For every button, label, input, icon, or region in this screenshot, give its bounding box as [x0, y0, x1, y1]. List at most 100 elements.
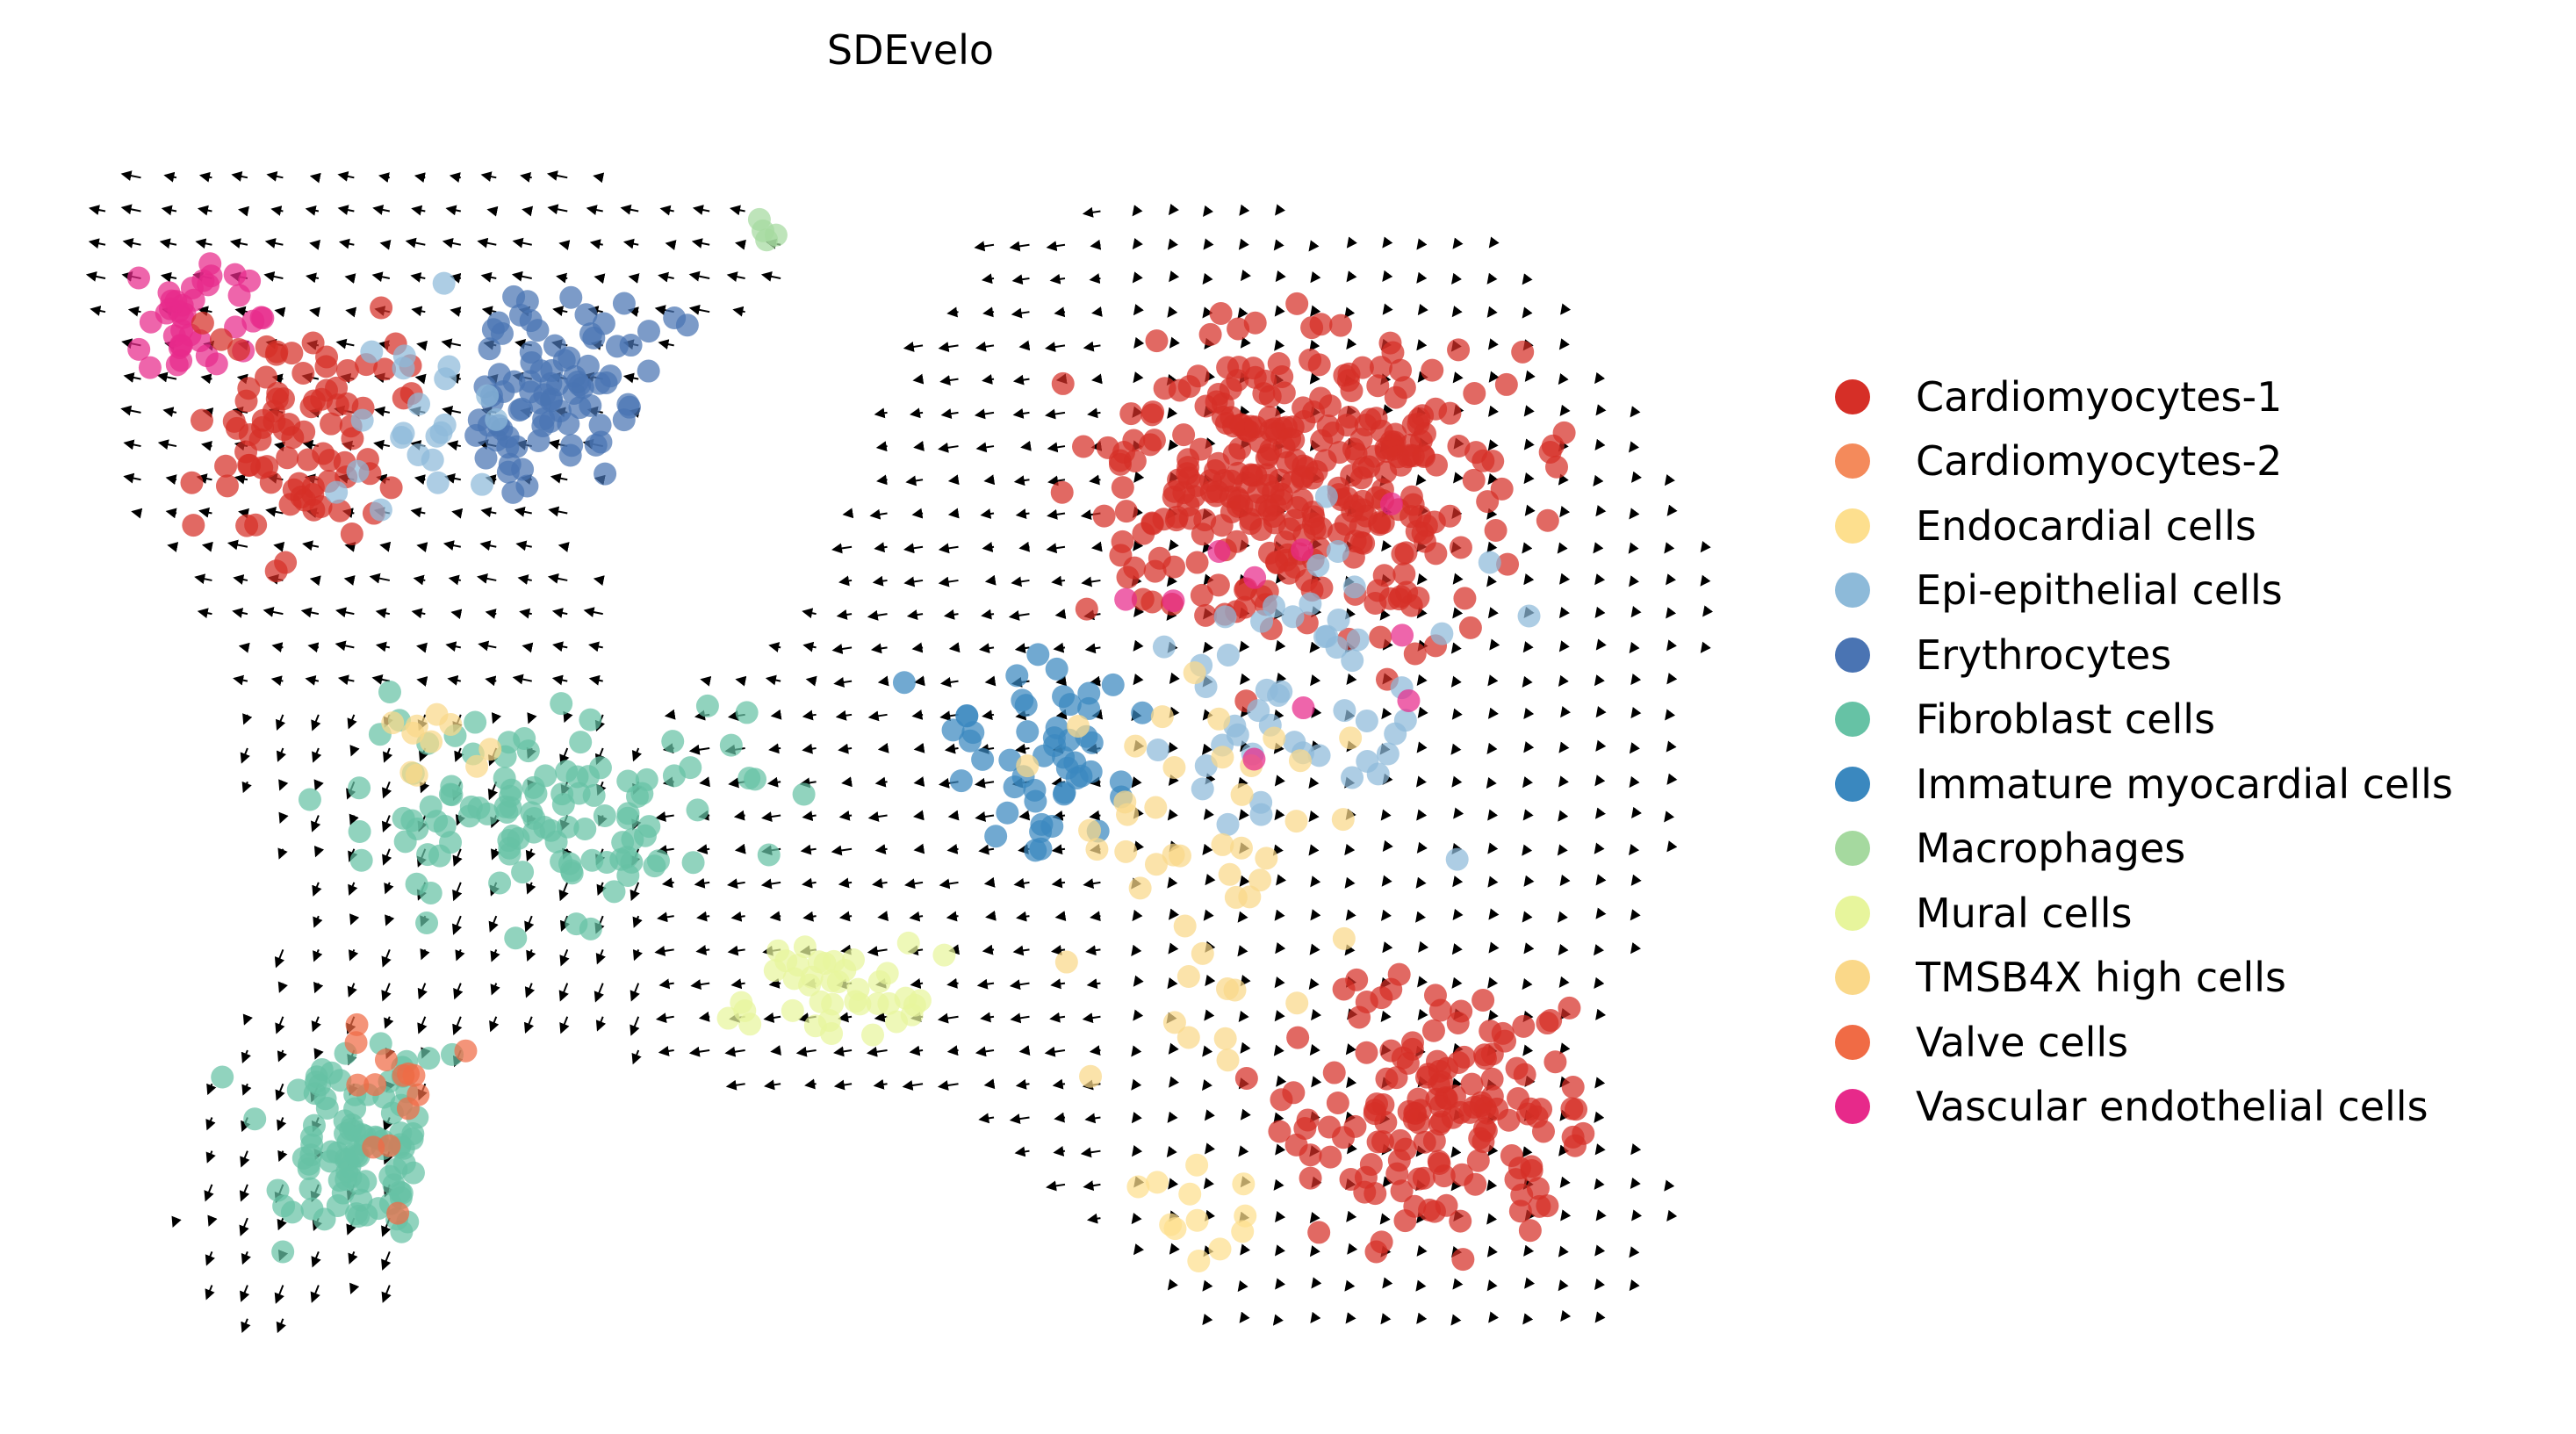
velocity-arrow [195, 238, 212, 249]
velocity-arrow [548, 506, 568, 517]
velocity-arrow [552, 306, 568, 316]
cell-point [496, 460, 520, 484]
velocity-arrow [1240, 1041, 1251, 1054]
cell-point [1173, 914, 1197, 938]
velocity-arrow [344, 273, 356, 285]
velocity-arrow [658, 1045, 674, 1056]
cell-point [496, 436, 520, 459]
velocity-arrow [877, 675, 889, 687]
velocity-arrow [1045, 342, 1066, 352]
cell-point [1397, 688, 1421, 712]
velocity-arrow [1381, 707, 1392, 720]
velocity-arrow [448, 574, 461, 586]
velocity-arrow [416, 542, 428, 552]
velocity-arrow [1450, 675, 1462, 688]
velocity-arrow [1486, 508, 1498, 520]
velocity-arrow [233, 674, 248, 686]
velocity-arrow [877, 742, 889, 753]
velocity-arrow [1487, 472, 1499, 486]
velocity-arrow [547, 204, 568, 215]
velocity-arrow [1308, 977, 1320, 991]
velocity-arrow [239, 1184, 250, 1202]
velocity-arrow [165, 474, 177, 486]
cell-point [1353, 1180, 1377, 1204]
velocity-arrow [1083, 878, 1101, 890]
cell-point [248, 428, 272, 451]
velocity-arrow [382, 781, 392, 799]
velocity-arrow [1593, 542, 1604, 554]
velocity-arrow [349, 813, 359, 825]
velocity-arrow [874, 407, 888, 419]
cell-point [344, 1202, 368, 1226]
velocity-arrow [559, 1016, 570, 1034]
velocity-arrow [1275, 1143, 1286, 1156]
velocity-arrow [694, 877, 710, 889]
velocity-arrow [1523, 741, 1535, 753]
velocity-arrow [909, 407, 924, 419]
cell-point [425, 703, 449, 726]
velocity-arrow [1273, 1044, 1284, 1056]
cell-point [1376, 742, 1400, 766]
velocity-arrow [1205, 874, 1216, 886]
velocity-arrow [946, 306, 959, 318]
velocity-arrow [1452, 237, 1464, 249]
cell-point [214, 454, 238, 478]
velocity-arrow [1167, 238, 1178, 250]
cell-point [1390, 1179, 1414, 1203]
cell-point [155, 301, 178, 325]
velocity-arrow [1202, 272, 1213, 285]
velocity-arrow [238, 508, 250, 519]
cell-point [360, 340, 384, 364]
cell-point [1278, 427, 1302, 450]
velocity-arrow [1594, 1143, 1606, 1156]
velocity-arrow [277, 1149, 288, 1163]
velocity-arrow [375, 608, 391, 619]
velocity-arrow [447, 674, 461, 686]
velocity-arrow [416, 642, 428, 653]
velocity-arrow [1168, 439, 1179, 451]
cell-point [1053, 781, 1076, 804]
cell-point [1284, 810, 1308, 833]
velocity-arrow [1308, 776, 1320, 789]
velocity-arrow [594, 983, 604, 1003]
velocity-arrow [1274, 1010, 1285, 1022]
legend-swatch [1835, 508, 1870, 544]
velocity-arrow [1629, 843, 1640, 856]
cell-point [493, 767, 516, 790]
velocity-arrow [769, 911, 781, 922]
cell-point [1306, 553, 1330, 577]
velocity-arrow [232, 608, 248, 618]
cell-point [1003, 775, 1026, 799]
cell-point [695, 694, 719, 717]
cell-point [1185, 551, 1209, 574]
cell-point [574, 303, 598, 327]
velocity-arrow [978, 643, 995, 654]
velocity-arrow [485, 609, 497, 619]
velocity-arrow [1239, 204, 1250, 216]
velocity-arrow [1594, 1178, 1605, 1190]
velocity-arrow [805, 675, 817, 687]
velocity-arrow [1168, 908, 1179, 920]
cell-point [1146, 1171, 1169, 1194]
velocity-arrow [874, 776, 888, 788]
cell-point [612, 292, 636, 315]
cell-point [1207, 707, 1231, 731]
velocity-arrow [242, 713, 253, 725]
legend-swatch [1835, 378, 1870, 414]
velocity-arrow [563, 710, 573, 724]
velocity-arrow [1382, 270, 1393, 282]
velocity-arrow [160, 271, 177, 283]
cell-point [1270, 1088, 1293, 1112]
legend-label: Macrophages [1916, 825, 2186, 873]
cell-point [237, 377, 261, 400]
cell-point [1085, 838, 1109, 861]
velocity-arrow [131, 508, 143, 519]
cell-point [932, 943, 956, 967]
velocity-arrow [1009, 1113, 1030, 1125]
velocity-arrow [1487, 842, 1499, 854]
velocity-arrow [1595, 1008, 1607, 1020]
velocity-arrow [1169, 336, 1180, 349]
velocity-arrow [632, 915, 643, 928]
cell-point [1517, 604, 1541, 628]
velocity-arrow [1166, 1145, 1177, 1158]
